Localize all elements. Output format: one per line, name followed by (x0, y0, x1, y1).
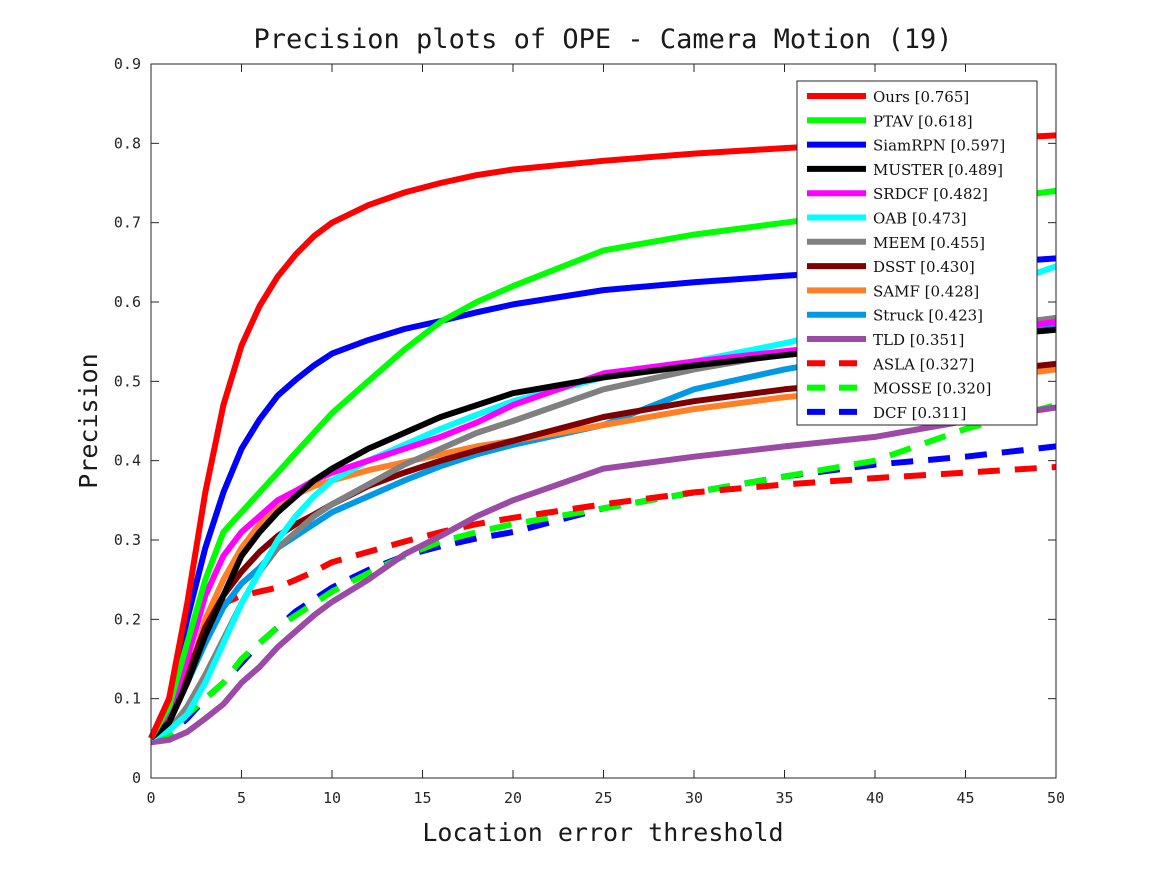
x-tick-label: 10 (323, 789, 341, 807)
x-tick-label: 20 (504, 789, 522, 807)
y-tick-label: 0.2 (114, 610, 141, 628)
x-tick-label: 15 (413, 789, 431, 807)
x-tick-label: 50 (1047, 789, 1065, 807)
x-axis: 0 5 10 15 20 25 30 35 40 45 50 (146, 64, 1065, 807)
legend-entry: DSST [0.430] (873, 258, 975, 276)
legend-entry: SRDCF [0.482] (873, 185, 988, 203)
y-tick-label: 0.6 (114, 293, 141, 311)
y-tick-label: 0.5 (114, 372, 141, 390)
x-tick-label: 5 (237, 789, 246, 807)
x-tick-label: 30 (685, 789, 703, 807)
legend-items: Ours [0.765] PTAV [0.618] SiamRPN [0.597] M… (807, 88, 1005, 422)
series-line-13 (150, 402, 1057, 742)
legend-entry: SiamRPN [0.597] (873, 137, 1005, 155)
series-line-4 (149, 326, 1057, 741)
legend: Ours [0.765] PTAV [0.618] SiamRPN [0.597] M… (796, 80, 1038, 426)
legend-entry: PTAV [0.618] (873, 112, 973, 130)
x-tick-label: 25 (594, 789, 612, 807)
series-line-5 (148, 318, 1057, 741)
legend-box (796, 80, 1038, 426)
legend-entry: Ours [0.765] (873, 88, 969, 106)
series-line-9 (149, 366, 1057, 741)
legend-entry: SAMF [0.428] (873, 282, 979, 300)
legend-entry: Struck [0.423] (873, 307, 983, 325)
legend-entry: ASLA [0.327] (872, 355, 974, 373)
x-tick-label: 0 (146, 789, 155, 807)
legend-entry: DCF [0.311] (873, 404, 966, 422)
y-tick-label: 0.9 (114, 55, 141, 73)
x-tick-label: 35 (775, 789, 793, 807)
y-axis-label: Precision (74, 353, 103, 488)
legend-entry: MEEM [0.455] (873, 234, 985, 252)
series-line-1 (148, 132, 1057, 740)
y-tick-label: 0.4 (114, 452, 141, 470)
y-tick-label: 0.1 (114, 690, 141, 708)
series-line-12 (148, 464, 1057, 741)
y-tick-label: 0 (132, 769, 141, 787)
y-tick-label: 0.8 (114, 134, 141, 152)
y-tick-label: 0.7 (114, 214, 141, 232)
legend-entry: MUSTER [0.489] (873, 161, 1003, 179)
x-tick-label: 40 (866, 789, 884, 807)
x-axis-label: Location error threshold (422, 818, 783, 847)
legend-entry: MOSSE [0.320] (873, 380, 991, 398)
series-line-2 (148, 187, 1057, 740)
series-layer (148, 132, 1057, 746)
legend-entry: OAB [0.473] (873, 210, 967, 228)
series-line-6 (149, 263, 1057, 742)
chart-title: Precision plots of OPE - Camera Motion (… (254, 24, 953, 55)
series-line-11 (150, 404, 1057, 746)
x-tick-label: 45 (956, 789, 974, 807)
y-axis: 0 0.1 0.2 0.3 0.4 0.5 0.6 0.7 0.8 0.9 (114, 55, 1056, 787)
series-line-10 (149, 322, 1057, 741)
legend-entry: TLD [0.351] (873, 331, 964, 349)
series-line-3 (148, 255, 1057, 740)
y-tick-label: 0.3 (114, 531, 141, 549)
